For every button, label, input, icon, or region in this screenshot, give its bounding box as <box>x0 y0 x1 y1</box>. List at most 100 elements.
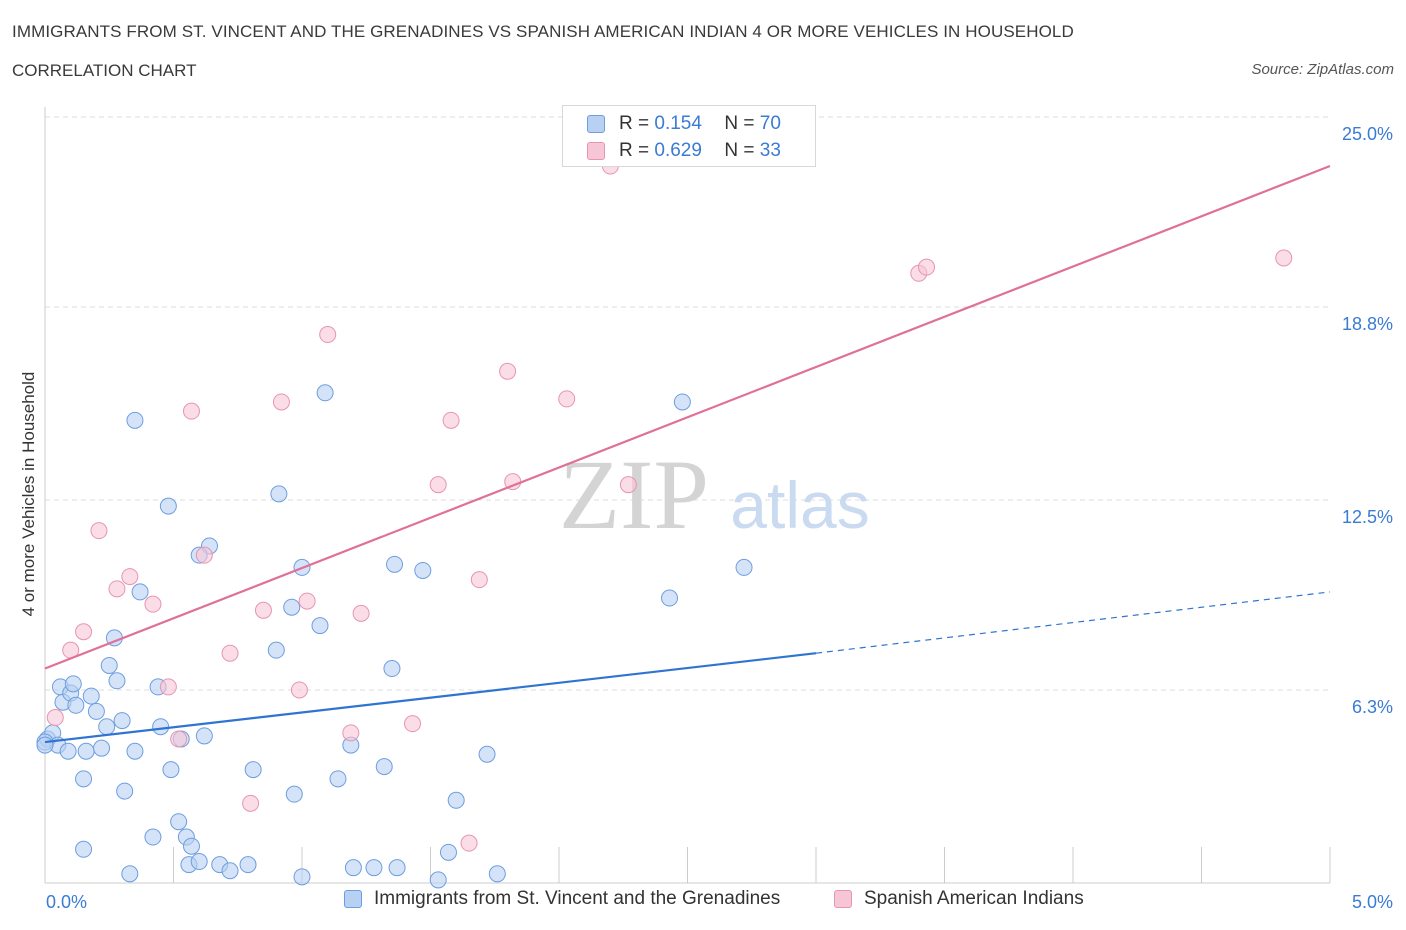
blue-point <box>375 758 393 776</box>
watermark-atlas: atlas <box>730 468 869 542</box>
y-tick-label: 12.5% <box>1342 507 1393 527</box>
blue-point <box>113 712 131 730</box>
blue-point <box>388 859 406 877</box>
blue-point <box>144 828 162 846</box>
blue-point <box>414 561 432 579</box>
blue-point <box>75 840 93 858</box>
pink-trend-line <box>44 164 1331 670</box>
blue-point <box>75 770 93 788</box>
blue-point <box>126 411 144 429</box>
blue-point <box>64 675 82 693</box>
pink-point <box>298 592 316 610</box>
n-label: N = <box>724 140 755 161</box>
pink-point <box>159 678 177 696</box>
blue-point <box>283 598 301 616</box>
stats-row-blue: R = 0.154 N = 70 <box>587 111 781 137</box>
trend-lines <box>44 164 1331 744</box>
blue-point <box>316 384 334 402</box>
blue-point <box>429 871 447 889</box>
pink-point <box>121 568 139 586</box>
blue-point <box>36 736 54 754</box>
blue-point <box>270 485 288 503</box>
blue-point <box>267 641 285 659</box>
blue-point <box>244 761 262 779</box>
n-value: 70 <box>759 113 781 134</box>
blue-point <box>121 865 139 883</box>
blue-point <box>162 761 180 779</box>
series-pink-points <box>46 157 1293 852</box>
pink-point <box>221 644 239 662</box>
pink-point <box>442 411 460 429</box>
pink-point <box>75 623 93 641</box>
pink-point <box>290 681 308 699</box>
blue-point <box>439 843 457 861</box>
blue-point <box>735 558 753 576</box>
pink-point <box>342 724 360 742</box>
r-label: R = <box>619 113 650 134</box>
pink-point <box>558 390 576 408</box>
legend-pink-label: Spanish American Indians <box>864 888 1084 909</box>
pink-point <box>918 258 936 276</box>
x-tick-label: 0.0% <box>46 892 87 912</box>
pink-point <box>1275 249 1293 267</box>
tick-labels: 6.3% 12.5% 18.8% 25.0% 0.0% 5.0% <box>46 124 1393 912</box>
pink-point <box>429 476 447 494</box>
watermark-zip: ZIP <box>559 439 709 550</box>
source-label: Source: ZipAtlas.com <box>1251 61 1394 78</box>
y-tick-label: 25.0% <box>1342 124 1393 144</box>
blue-point <box>344 859 362 877</box>
blue-point <box>67 696 85 714</box>
blue-point <box>311 617 329 635</box>
blue-trend-line <box>44 652 817 744</box>
blue-point <box>152 718 170 736</box>
blue-point <box>182 837 200 855</box>
blue-point <box>329 770 347 788</box>
blue-point <box>239 856 257 874</box>
blue-point <box>293 868 311 886</box>
pink-point <box>352 604 370 622</box>
legend-item-pink: Spanish American Indians <box>834 888 1084 910</box>
pink-point <box>254 601 272 619</box>
legend-blue-swatch <box>344 890 362 908</box>
legend-pink-swatch <box>834 890 852 908</box>
chart-subtitle: CORRELATION CHART <box>12 61 197 80</box>
blue-point <box>221 862 239 880</box>
blue-point <box>77 742 95 760</box>
blue-point <box>195 727 213 745</box>
r-value: 0.154 <box>654 113 702 134</box>
series-legend: Immigrants from St. Vincent and the Gren… <box>0 888 1406 918</box>
blue-point <box>383 660 401 678</box>
blue-point <box>285 785 303 803</box>
blue-point <box>93 739 111 757</box>
pink-swatch <box>587 142 605 160</box>
pink-point <box>404 715 422 733</box>
pink-point <box>319 326 337 344</box>
watermark: ZIP atlas <box>559 439 870 550</box>
blue-point <box>386 555 404 573</box>
pink-point <box>46 709 64 727</box>
y-tick-label: 6.3% <box>1352 697 1393 717</box>
y-tick-label: 18.8% <box>1342 314 1393 334</box>
pink-point <box>272 393 290 411</box>
legend-item-blue: Immigrants from St. Vincent and the Gren… <box>344 888 780 910</box>
pink-point <box>242 794 260 812</box>
blue-point <box>98 718 116 736</box>
y-axis-label: 4 or more Vehicles in Household <box>19 372 38 617</box>
pink-point <box>195 546 213 564</box>
blue-point <box>447 791 465 809</box>
legend-blue-label: Immigrants from St. Vincent and the Gren… <box>374 888 781 909</box>
axes <box>44 107 1330 884</box>
r-label: R = <box>619 140 650 161</box>
pink-point <box>182 402 200 420</box>
blue-point <box>82 687 100 705</box>
x-tick-label: 5.0% <box>1352 892 1393 912</box>
blue-point <box>673 393 691 411</box>
pink-point <box>90 522 108 540</box>
blue-point <box>488 865 506 883</box>
n-label: N = <box>724 113 755 134</box>
blue-trend-extension <box>815 591 1331 654</box>
pink-point <box>170 730 188 748</box>
blue-point <box>365 859 383 877</box>
blue-point <box>661 589 679 607</box>
chart-title: IMMIGRANTS FROM ST. VINCENT AND THE GREN… <box>12 22 1074 41</box>
